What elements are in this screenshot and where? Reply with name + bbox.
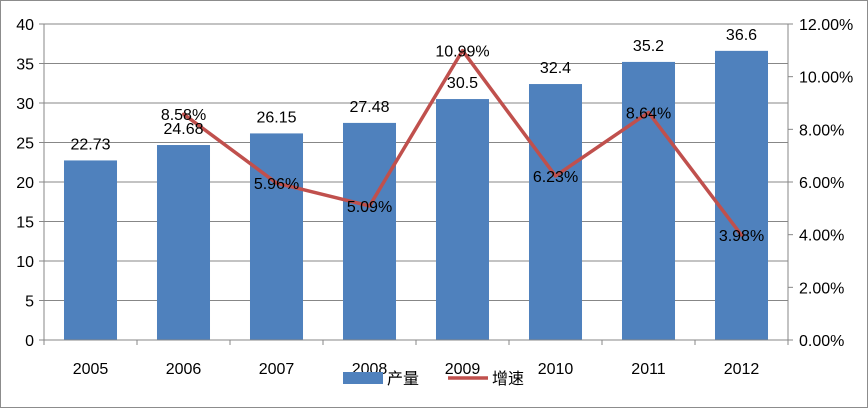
bar-value-label: 30.5 (447, 75, 478, 92)
line-point (275, 181, 278, 185)
x-tick-label: 2012 (724, 361, 760, 378)
line-value-label: 8.58% (161, 107, 206, 124)
bar-value-label: 32.4 (540, 60, 571, 77)
line-point (368, 204, 371, 208)
bar (528, 84, 583, 340)
line-point (461, 49, 464, 53)
line-value-label: 5.09% (347, 199, 392, 216)
y-left-tick-label: 25 (16, 136, 34, 153)
y-left-tick-label: 10 (16, 254, 34, 271)
axes: 0 5 10 15 20 25 30 35 40 0.00% 2.00% 4.00% 6.00% 8.00… (16, 17, 853, 378)
line-value-label: 6.23% (533, 169, 578, 186)
y-left-tick-label: 0 (25, 333, 34, 350)
line-point (182, 112, 185, 116)
bar-value-label: 35.2 (633, 38, 664, 55)
line-point (554, 174, 557, 178)
bar-value-label: 27.48 (349, 99, 389, 116)
x-tick-label: 2009 (445, 361, 481, 378)
bar-value-label: 36.6 (726, 27, 757, 44)
y-right-tick-label: 4.00% (799, 228, 844, 245)
x-tick-label: 2006 (166, 361, 202, 378)
y-left-tick-label: 20 (16, 175, 34, 192)
legend: 产量 增速 (343, 370, 524, 388)
legend-label-bar: 产量 (387, 370, 419, 388)
y-left-tick-label: 5 (25, 294, 34, 311)
line-point (740, 233, 743, 237)
bar (714, 50, 769, 341)
x-tick-label: 2011 (631, 361, 666, 378)
y-right-tick-label: 10.00% (799, 70, 853, 87)
y-left-tick-label: 30 (16, 96, 34, 113)
x-tick-label: 2007 (259, 361, 295, 378)
data-labels: 22.73 24.68 26.15 27.48 30.5 32.4 35.2 36.6 8.58… (70, 27, 764, 245)
y-right-tick-label: 12.00% (799, 17, 853, 34)
x-tick-label: 2010 (538, 361, 574, 378)
y-right-tick-label: 2.00% (799, 280, 844, 297)
bar-value-label: 22.73 (70, 136, 110, 153)
line-point (647, 110, 650, 114)
y-left-tick-label: 40 (16, 17, 34, 34)
bar (63, 160, 118, 340)
bar (342, 122, 397, 341)
line-series (182, 48, 743, 237)
y-left-tick-label: 35 (16, 57, 34, 74)
bar (156, 145, 211, 340)
line-value-label: 5.96% (254, 176, 299, 193)
gridlines (44, 23, 788, 301)
y-left-tick-label: 15 (16, 215, 34, 232)
line-value-label: 10.99% (435, 44, 489, 61)
bar (621, 61, 676, 341)
bar-value-label: 24.68 (163, 121, 203, 138)
legend-label-line: 增速 (492, 370, 524, 388)
y-right-tick-label: 6.00% (799, 175, 844, 192)
y-right-tick-label: 0.00% (799, 333, 844, 350)
bar-value-label: 26.15 (256, 109, 296, 126)
legend-swatch-bar (343, 372, 383, 384)
line-value-label: 8.64% (626, 105, 671, 122)
x-tick-label: 2005 (73, 361, 109, 378)
line-value-label: 3.98% (719, 228, 764, 245)
bar (249, 133, 304, 340)
bar (435, 99, 490, 340)
y-right-tick-label: 8.00% (799, 122, 844, 139)
bar-series (63, 50, 769, 341)
